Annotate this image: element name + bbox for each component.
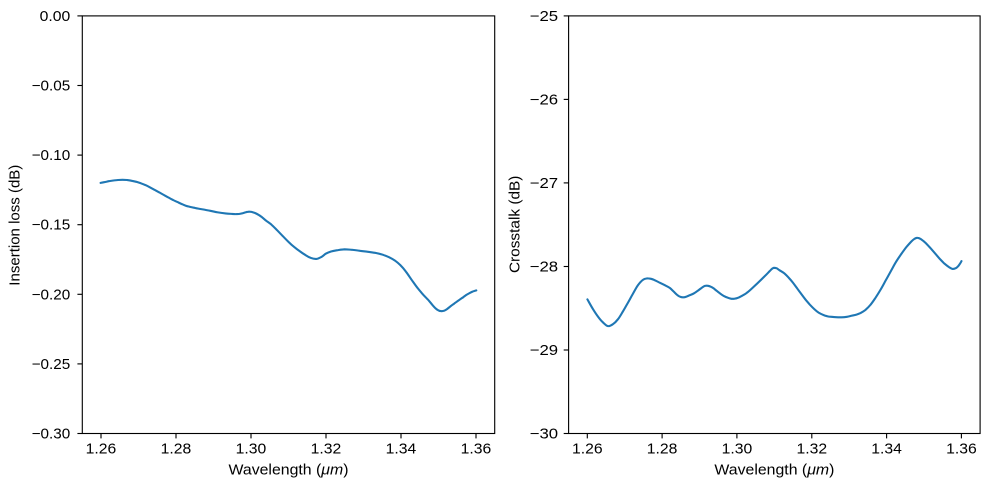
svg-text:1.28: 1.28	[161, 441, 192, 457]
svg-text:1.26: 1.26	[572, 441, 603, 457]
svg-text:0.00: 0.00	[40, 9, 71, 25]
svg-text:Wavelength (μm): Wavelength (μm)	[229, 462, 349, 478]
svg-text:1.30: 1.30	[722, 441, 753, 457]
svg-text:−28: −28	[530, 260, 558, 276]
svg-text:−0.25: −0.25	[32, 357, 71, 373]
svg-text:−0.30: −0.30	[32, 427, 71, 443]
svg-text:1.28: 1.28	[647, 441, 678, 457]
svg-text:−26: −26	[530, 92, 558, 108]
svg-text:−30: −30	[530, 427, 558, 443]
svg-text:−25: −25	[530, 9, 558, 25]
svg-text:1.26: 1.26	[86, 441, 117, 457]
svg-text:1.34: 1.34	[386, 441, 417, 457]
svg-text:−0.15: −0.15	[32, 218, 71, 234]
svg-text:1.32: 1.32	[311, 441, 342, 457]
svg-text:−29: −29	[530, 343, 558, 359]
svg-text:Crosstalk (dB): Crosstalk (dB)	[507, 176, 523, 273]
svg-text:1.32: 1.32	[797, 441, 828, 457]
svg-text:Wavelength (μm): Wavelength (μm)	[714, 462, 834, 478]
svg-text:1.34: 1.34	[871, 441, 902, 457]
svg-text:1.36: 1.36	[461, 441, 492, 457]
svg-text:Insertion loss (dB): Insertion loss (dB)	[8, 165, 24, 286]
svg-text:1.30: 1.30	[236, 441, 267, 457]
svg-text:−0.20: −0.20	[32, 287, 71, 303]
svg-text:−27: −27	[530, 176, 558, 192]
svg-text:1.36: 1.36	[946, 441, 977, 457]
svg-text:−0.05: −0.05	[32, 79, 71, 95]
svg-text:−0.10: −0.10	[32, 148, 71, 164]
